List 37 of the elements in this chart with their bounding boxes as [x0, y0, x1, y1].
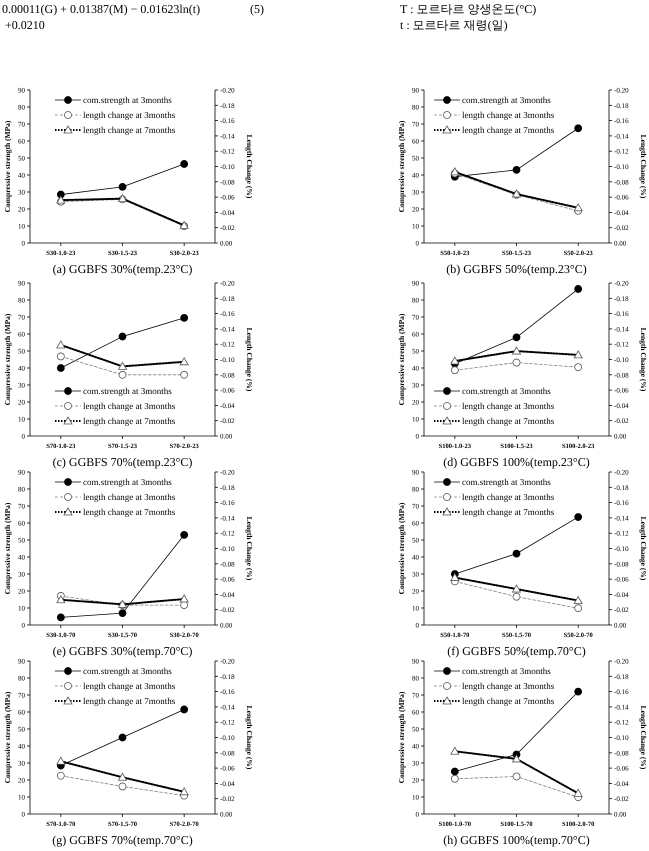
legend-label: length change at 7months — [462, 696, 555, 706]
legend-label: length change at 3months — [83, 492, 176, 502]
legend-label: length change at 7months — [83, 416, 176, 426]
text: (d) GGBFS 100%(temp.23°C) — [443, 455, 590, 469]
text: (h) GGBFS 100%(temp.70°C) — [443, 833, 590, 847]
legend-label: length change at 3months — [462, 681, 555, 692]
legend-label: com.strength at 3months — [462, 666, 552, 676]
legend-label: com.strength at 3months — [462, 477, 552, 488]
legend-label: length change at 7months — [83, 696, 176, 706]
text: (a) GGBFS 30%(temp.23°C) — [52, 262, 192, 276]
legend-label: com.strength at 3months — [83, 477, 172, 488]
legend-label: length change at 7months — [83, 125, 176, 136]
text: 0.00011(G) + 0.01387(M) − 0.01623ln(t) — [2, 2, 200, 16]
text: (e) GGBFS 30%(temp.70°C) — [52, 644, 192, 658]
legend-label: length change at 3months — [83, 681, 176, 692]
text: (5) — [250, 2, 264, 16]
legend-label: com.strength at 3months — [83, 666, 172, 676]
text: +0.0210 — [5, 18, 45, 32]
text: (c) GGBFS 70%(temp.23°C) — [52, 455, 192, 469]
legend-label: length change at 3months — [462, 492, 555, 502]
legend-label: length change at 3months — [83, 110, 176, 120]
legend-label: com.strength at 3months — [83, 386, 172, 396]
legend-label: length change at 3months — [462, 401, 555, 412]
text: (f) GGBFS 50%(temp.70°C) — [447, 644, 586, 658]
legend-label: length change at 7months — [462, 416, 555, 426]
text: (g) GGBFS 70%(temp.70°C) — [52, 833, 193, 847]
legend-label: com.strength at 3months — [462, 95, 552, 106]
text: T : 모르타르 양생온도(°C) — [400, 2, 536, 16]
text: t : 모르타르 재령(일) — [400, 18, 508, 32]
text: (b) GGBFS 50%(temp.23°C) — [446, 262, 587, 276]
legend-label: com.strength at 3months — [83, 95, 172, 106]
legend-label: length change at 7months — [462, 125, 555, 136]
legend-label: length change at 7months — [462, 507, 555, 518]
legend-label: length change at 7months — [83, 507, 176, 518]
legend-label: length change at 3months — [462, 110, 555, 120]
legend-label: length change at 3months — [83, 401, 176, 412]
legend-label: com.strength at 3months — [462, 386, 552, 396]
